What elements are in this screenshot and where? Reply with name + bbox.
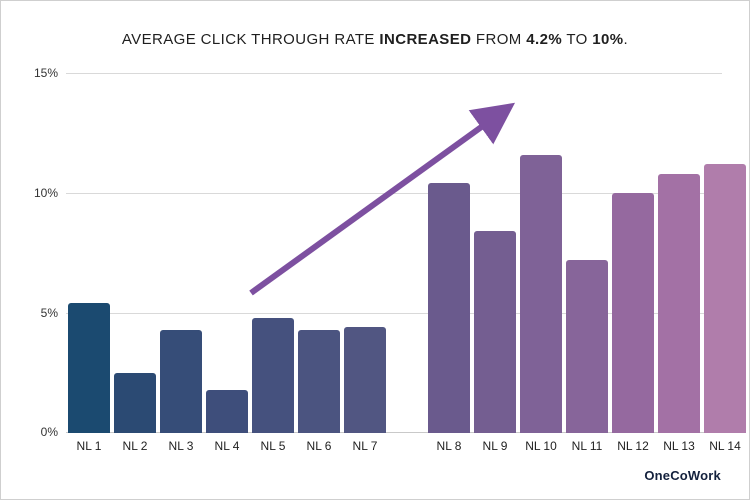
bar xyxy=(68,303,110,433)
bar-column-nl-12: NL 12 xyxy=(612,193,654,453)
bar xyxy=(252,318,294,433)
x-axis-label: NL 2 xyxy=(122,439,148,453)
x-axis-label: NL 8 xyxy=(436,439,462,453)
plot-area: 15% 10% 5% 0% NL 1 NL 2 NL 3 NL 4 NL 5 NL 6 NL… xyxy=(34,66,746,453)
x-axis-label: NL 4 xyxy=(214,439,240,453)
y-axis-tick-10: 10% xyxy=(33,186,58,200)
y-axis-tick-0: 0% xyxy=(40,425,58,439)
bar-column-nl-11: NL 11 xyxy=(566,260,608,453)
bar-column-nl-14: NL 14 xyxy=(704,164,746,453)
x-axis-label: NL 6 xyxy=(306,439,332,453)
bar xyxy=(612,193,654,433)
bar xyxy=(520,155,562,433)
gridline-0-baseline: 0% xyxy=(41,425,722,439)
bar xyxy=(298,330,340,433)
title-segment: FROM xyxy=(471,31,527,48)
x-axis-label: NL 11 xyxy=(571,439,603,453)
gridline-15: 15% xyxy=(34,66,722,80)
bar-column-nl-6: NL 6 xyxy=(298,330,340,453)
x-axis-label: NL 3 xyxy=(168,439,194,453)
y-axis-tick-15: 15% xyxy=(33,66,58,80)
x-axis-label: NL 1 xyxy=(76,439,102,453)
bar xyxy=(344,327,386,433)
x-axis-label: NL 7 xyxy=(352,439,378,453)
bar-column-nl-2: NL 2 xyxy=(114,373,156,453)
title-segment-bold: INCREASED xyxy=(379,31,472,48)
x-axis-label: NL 5 xyxy=(260,439,286,453)
brand-logo-text: OneCoWork xyxy=(644,468,721,483)
bar-column-nl-7: NL 7 xyxy=(344,327,386,453)
x-axis-label: NL 12 xyxy=(617,439,649,453)
gridline-5: 5% xyxy=(41,306,722,320)
bar-column-nl-5: NL 5 xyxy=(252,318,294,453)
bar xyxy=(206,390,248,433)
bars-container: NL 1 NL 2 NL 3 NL 4 NL 5 NL 6 NL 7 NL 8 NL 9 NL 1… xyxy=(68,73,746,453)
x-axis-label: NL 9 xyxy=(482,439,508,453)
bar xyxy=(704,164,746,433)
x-axis-label: NL 13 xyxy=(663,439,695,453)
title-segment-bold: 4.2% xyxy=(526,31,563,48)
y-axis-tick-5: 5% xyxy=(40,306,58,320)
bar xyxy=(658,174,700,433)
bar xyxy=(114,373,156,433)
title-segment: AVERAGE CLICK THROUGH RATE xyxy=(121,31,380,48)
chart-title: AVERAGE CLICK THROUGH RATE INCREASED FRO… xyxy=(1,31,749,48)
bar-column-nl-9: NL 9 xyxy=(474,231,516,453)
title-segment-bold: 10% xyxy=(592,31,624,48)
bar-column-nl-3: NL 3 xyxy=(160,330,202,453)
bar-column-nl-13: NL 13 xyxy=(658,174,700,453)
title-segment: . xyxy=(623,31,629,48)
bar-column-nl-4: NL 4 xyxy=(206,390,248,453)
x-axis-label: NL 10 xyxy=(525,439,557,453)
bar-column-nl-8: NL 8 xyxy=(428,183,470,453)
bar-column-nl-10: NL 10 xyxy=(520,155,562,453)
bar xyxy=(428,183,470,433)
bar xyxy=(474,231,516,433)
bar xyxy=(566,260,608,433)
title-segment: TO xyxy=(562,31,593,48)
bar-column-nl-1: NL 1 xyxy=(68,303,110,453)
x-axis-label: NL 14 xyxy=(709,439,741,453)
bar xyxy=(160,330,202,433)
